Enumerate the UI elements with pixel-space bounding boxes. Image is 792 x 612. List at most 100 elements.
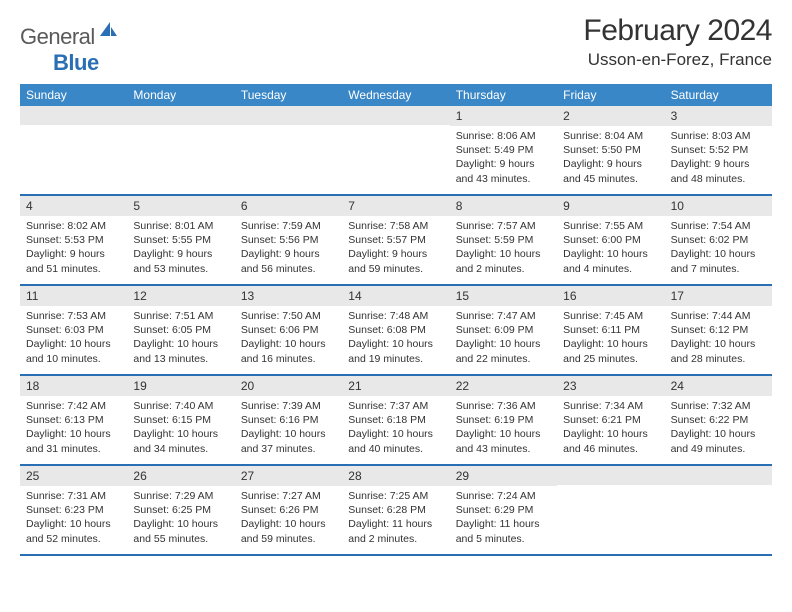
- calendar-cell: 9Sunrise: 7:55 AMSunset: 6:00 PMDaylight…: [557, 196, 664, 284]
- day-header-sunday: Sunday: [20, 84, 127, 106]
- cell-body: Sunrise: 7:55 AMSunset: 6:00 PMDaylight:…: [557, 216, 664, 281]
- cell-body: Sunrise: 7:32 AMSunset: 6:22 PMDaylight:…: [665, 396, 772, 461]
- cell-date: 15: [450, 286, 557, 306]
- cell-date: 22: [450, 376, 557, 396]
- cell-date: 6: [235, 196, 342, 216]
- cell-body: [127, 125, 234, 133]
- cell-date: 13: [235, 286, 342, 306]
- calendar-cell: 1Sunrise: 8:06 AMSunset: 5:49 PMDaylight…: [450, 106, 557, 194]
- cell-date: [557, 466, 664, 485]
- cell-date: 3: [665, 106, 772, 126]
- calendar-cell: 13Sunrise: 7:50 AMSunset: 6:06 PMDayligh…: [235, 286, 342, 374]
- cell-body: [557, 485, 664, 493]
- cell-date: 25: [20, 466, 127, 486]
- cell-date: 19: [127, 376, 234, 396]
- cell-body: Sunrise: 8:06 AMSunset: 5:49 PMDaylight:…: [450, 126, 557, 191]
- cell-body: Sunrise: 7:42 AMSunset: 6:13 PMDaylight:…: [20, 396, 127, 461]
- cell-date: [342, 106, 449, 125]
- day-header-row: Sunday Monday Tuesday Wednesday Thursday…: [20, 84, 772, 106]
- cell-date: 8: [450, 196, 557, 216]
- cell-body: Sunrise: 7:51 AMSunset: 6:05 PMDaylight:…: [127, 306, 234, 371]
- calendar-cell: 23Sunrise: 7:34 AMSunset: 6:21 PMDayligh…: [557, 376, 664, 464]
- day-header-wednesday: Wednesday: [342, 84, 449, 106]
- brand-text-general: General: [20, 24, 95, 50]
- cell-body: Sunrise: 7:36 AMSunset: 6:19 PMDaylight:…: [450, 396, 557, 461]
- calendar-cell: 8Sunrise: 7:57 AMSunset: 5:59 PMDaylight…: [450, 196, 557, 284]
- day-header-tuesday: Tuesday: [235, 84, 342, 106]
- calendar-cell: 16Sunrise: 7:45 AMSunset: 6:11 PMDayligh…: [557, 286, 664, 374]
- title-block: February 2024 Usson-en-Forez, France: [583, 14, 772, 70]
- calendar-cell: 18Sunrise: 7:42 AMSunset: 6:13 PMDayligh…: [20, 376, 127, 464]
- cell-body: Sunrise: 7:53 AMSunset: 6:03 PMDaylight:…: [20, 306, 127, 371]
- cell-date: [20, 106, 127, 125]
- calendar-cell: 26Sunrise: 7:29 AMSunset: 6:25 PMDayligh…: [127, 466, 234, 554]
- calendar-cell: 6Sunrise: 7:59 AMSunset: 5:56 PMDaylight…: [235, 196, 342, 284]
- cell-body: Sunrise: 7:58 AMSunset: 5:57 PMDaylight:…: [342, 216, 449, 281]
- calendar-cell: 17Sunrise: 7:44 AMSunset: 6:12 PMDayligh…: [665, 286, 772, 374]
- cell-body: Sunrise: 7:44 AMSunset: 6:12 PMDaylight:…: [665, 306, 772, 371]
- cell-date: 5: [127, 196, 234, 216]
- cell-date: 29: [450, 466, 557, 486]
- calendar-cell: 15Sunrise: 7:47 AMSunset: 6:09 PMDayligh…: [450, 286, 557, 374]
- cell-date: 18: [20, 376, 127, 396]
- calendar-cell: 10Sunrise: 7:54 AMSunset: 6:02 PMDayligh…: [665, 196, 772, 284]
- calendar-cell: [665, 466, 772, 554]
- day-header-monday: Monday: [127, 84, 234, 106]
- cell-body: Sunrise: 7:47 AMSunset: 6:09 PMDaylight:…: [450, 306, 557, 371]
- calendar-cell: [20, 106, 127, 194]
- month-title: February 2024: [583, 14, 772, 48]
- cell-date: 23: [557, 376, 664, 396]
- brand-sail-icon: [98, 20, 118, 43]
- brand-text-blue: Blue: [53, 50, 99, 75]
- cell-body: Sunrise: 7:39 AMSunset: 6:16 PMDaylight:…: [235, 396, 342, 461]
- day-header-saturday: Saturday: [665, 84, 772, 106]
- cell-body: Sunrise: 7:50 AMSunset: 6:06 PMDaylight:…: [235, 306, 342, 371]
- cell-date: 7: [342, 196, 449, 216]
- calendar-cell: 25Sunrise: 7:31 AMSunset: 6:23 PMDayligh…: [20, 466, 127, 554]
- calendar-cell: 19Sunrise: 7:40 AMSunset: 6:15 PMDayligh…: [127, 376, 234, 464]
- calendar-cell: 29Sunrise: 7:24 AMSunset: 6:29 PMDayligh…: [450, 466, 557, 554]
- calendar-cell: [235, 106, 342, 194]
- cell-body: Sunrise: 7:40 AMSunset: 6:15 PMDaylight:…: [127, 396, 234, 461]
- cell-date: 9: [557, 196, 664, 216]
- cell-date: 14: [342, 286, 449, 306]
- page-header: General February 2024 Usson-en-Forez, Fr…: [20, 14, 772, 70]
- cell-body: Sunrise: 8:02 AMSunset: 5:53 PMDaylight:…: [20, 216, 127, 281]
- calendar-cell: 22Sunrise: 7:36 AMSunset: 6:19 PMDayligh…: [450, 376, 557, 464]
- cell-body: Sunrise: 7:45 AMSunset: 6:11 PMDaylight:…: [557, 306, 664, 371]
- calendar-cell: 12Sunrise: 7:51 AMSunset: 6:05 PMDayligh…: [127, 286, 234, 374]
- cell-date: [665, 466, 772, 485]
- calendar-cell: 2Sunrise: 8:04 AMSunset: 5:50 PMDaylight…: [557, 106, 664, 194]
- calendar-grid: Sunday Monday Tuesday Wednesday Thursday…: [20, 84, 772, 556]
- calendar-cell: 7Sunrise: 7:58 AMSunset: 5:57 PMDaylight…: [342, 196, 449, 284]
- cell-date: 21: [342, 376, 449, 396]
- cell-body: Sunrise: 7:25 AMSunset: 6:28 PMDaylight:…: [342, 486, 449, 551]
- cell-date: 26: [127, 466, 234, 486]
- cell-body: Sunrise: 7:54 AMSunset: 6:02 PMDaylight:…: [665, 216, 772, 281]
- cell-date: 1: [450, 106, 557, 126]
- calendar-cell: 4Sunrise: 8:02 AMSunset: 5:53 PMDaylight…: [20, 196, 127, 284]
- calendar-cell: 3Sunrise: 8:03 AMSunset: 5:52 PMDaylight…: [665, 106, 772, 194]
- calendar-cell: 21Sunrise: 7:37 AMSunset: 6:18 PMDayligh…: [342, 376, 449, 464]
- cell-date: 16: [557, 286, 664, 306]
- week-row: 18Sunrise: 7:42 AMSunset: 6:13 PMDayligh…: [20, 376, 772, 466]
- cell-body: Sunrise: 7:24 AMSunset: 6:29 PMDaylight:…: [450, 486, 557, 551]
- weeks-container: 1Sunrise: 8:06 AMSunset: 5:49 PMDaylight…: [20, 106, 772, 556]
- cell-body: Sunrise: 7:37 AMSunset: 6:18 PMDaylight:…: [342, 396, 449, 461]
- cell-body: Sunrise: 7:27 AMSunset: 6:26 PMDaylight:…: [235, 486, 342, 551]
- calendar-cell: 20Sunrise: 7:39 AMSunset: 6:16 PMDayligh…: [235, 376, 342, 464]
- week-row: 11Sunrise: 7:53 AMSunset: 6:03 PMDayligh…: [20, 286, 772, 376]
- calendar-cell: 28Sunrise: 7:25 AMSunset: 6:28 PMDayligh…: [342, 466, 449, 554]
- calendar-cell: 27Sunrise: 7:27 AMSunset: 6:26 PMDayligh…: [235, 466, 342, 554]
- cell-date: 17: [665, 286, 772, 306]
- calendar-cell: [342, 106, 449, 194]
- calendar-page: General February 2024 Usson-en-Forez, Fr…: [0, 0, 792, 568]
- calendar-cell: 5Sunrise: 8:01 AMSunset: 5:55 PMDaylight…: [127, 196, 234, 284]
- cell-body: [235, 125, 342, 133]
- cell-body: Sunrise: 7:59 AMSunset: 5:56 PMDaylight:…: [235, 216, 342, 281]
- cell-date: 10: [665, 196, 772, 216]
- cell-body: Sunrise: 7:48 AMSunset: 6:08 PMDaylight:…: [342, 306, 449, 371]
- cell-body: [20, 125, 127, 133]
- cell-body: Sunrise: 7:31 AMSunset: 6:23 PMDaylight:…: [20, 486, 127, 551]
- cell-body: Sunrise: 8:04 AMSunset: 5:50 PMDaylight:…: [557, 126, 664, 191]
